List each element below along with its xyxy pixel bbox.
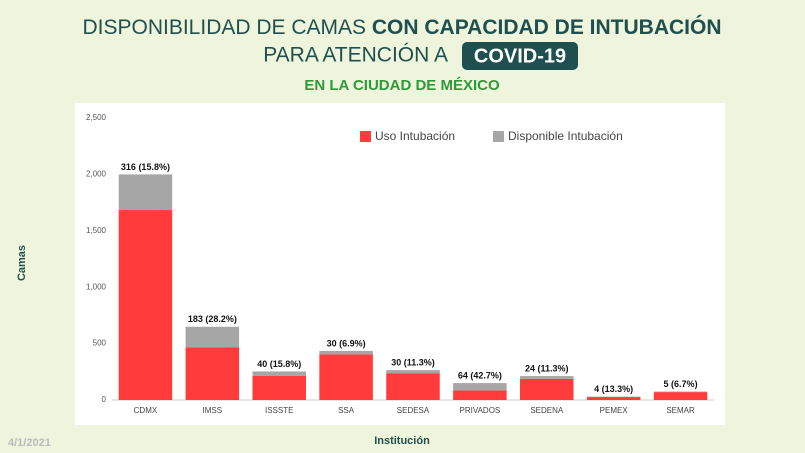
x-tick-label: PRIVADOS [460,406,501,415]
value-label: 64 (42.7%) [458,370,502,380]
date: 4/1/2021 [8,437,51,449]
y-axis-label: Camas [16,245,28,281]
value-label: 5 (6.7%) [664,379,698,389]
title-highlight: COVID-19 [474,45,566,67]
bar-segment [453,383,507,391]
highlight-box [462,42,578,70]
title-part: DISPONIBILIDAD DE CAMAS [82,16,366,39]
bar-segment [118,210,173,400]
chart-title: DISPONIBILIDAD DE CAMAS CON CAPACIDAD DE… [82,15,721,39]
bar-segment [653,391,708,393]
x-axis-label: Institución [374,435,430,447]
value-label: 30 (11.3%) [391,357,435,367]
subtitle: EN LA CIUDAD DE MÉXICO [304,77,500,94]
bar-segment [319,350,373,355]
legend-swatch [493,131,504,142]
title-line2: PARA ATENCIÓN A [263,44,448,67]
y-tick-label: 1,000 [86,282,107,291]
value-label: 4 (13.3%) [594,384,633,394]
y-tick-label: 2,000 [86,170,107,179]
bar-segment [586,397,641,400]
bar-segment [185,347,240,400]
bar-segment [252,375,306,400]
bar-segment [185,326,240,348]
bar-segment [453,390,507,400]
legend-label: Uso Intubación [375,129,455,143]
bar-segment [386,373,440,400]
y-tick-label: 0 [102,395,107,404]
y-tick-label: 500 [93,339,107,348]
y-tick-label: 2,500 [86,113,107,122]
bar-segment [319,354,373,400]
bar-segment [118,174,173,211]
value-label: 30 (6.9%) [327,338,366,348]
x-tick-label: ISSSTE [265,406,293,415]
value-label: 316 (15.8%) [121,162,170,172]
value-label: 24 (11.3%) [525,363,569,373]
value-label: 183 (28.2%) [188,314,237,324]
value-label: 40 (15.8%) [257,359,301,369]
legend-swatch [360,131,371,142]
x-tick-label: SEDENA [530,406,564,415]
bar-segment [252,371,306,376]
x-tick-label: PEMEX [600,406,629,415]
x-tick-label: CDMX [134,406,158,415]
x-tick-label: SEDESA [397,406,430,415]
bar-segment [386,370,440,374]
x-tick-label: SSA [338,406,355,415]
bar-segment [520,376,574,379]
title-bold: CON CAPACIDAD DE INTUBACIÓN [372,15,722,39]
legend-label: Disponible Intubación [508,129,623,143]
x-tick-label: SEMAR [666,406,695,415]
y-tick-label: 1,500 [86,226,107,235]
bar-segment [520,378,574,400]
x-tick-label: IMSS [203,406,223,415]
bar-segment [653,392,708,400]
